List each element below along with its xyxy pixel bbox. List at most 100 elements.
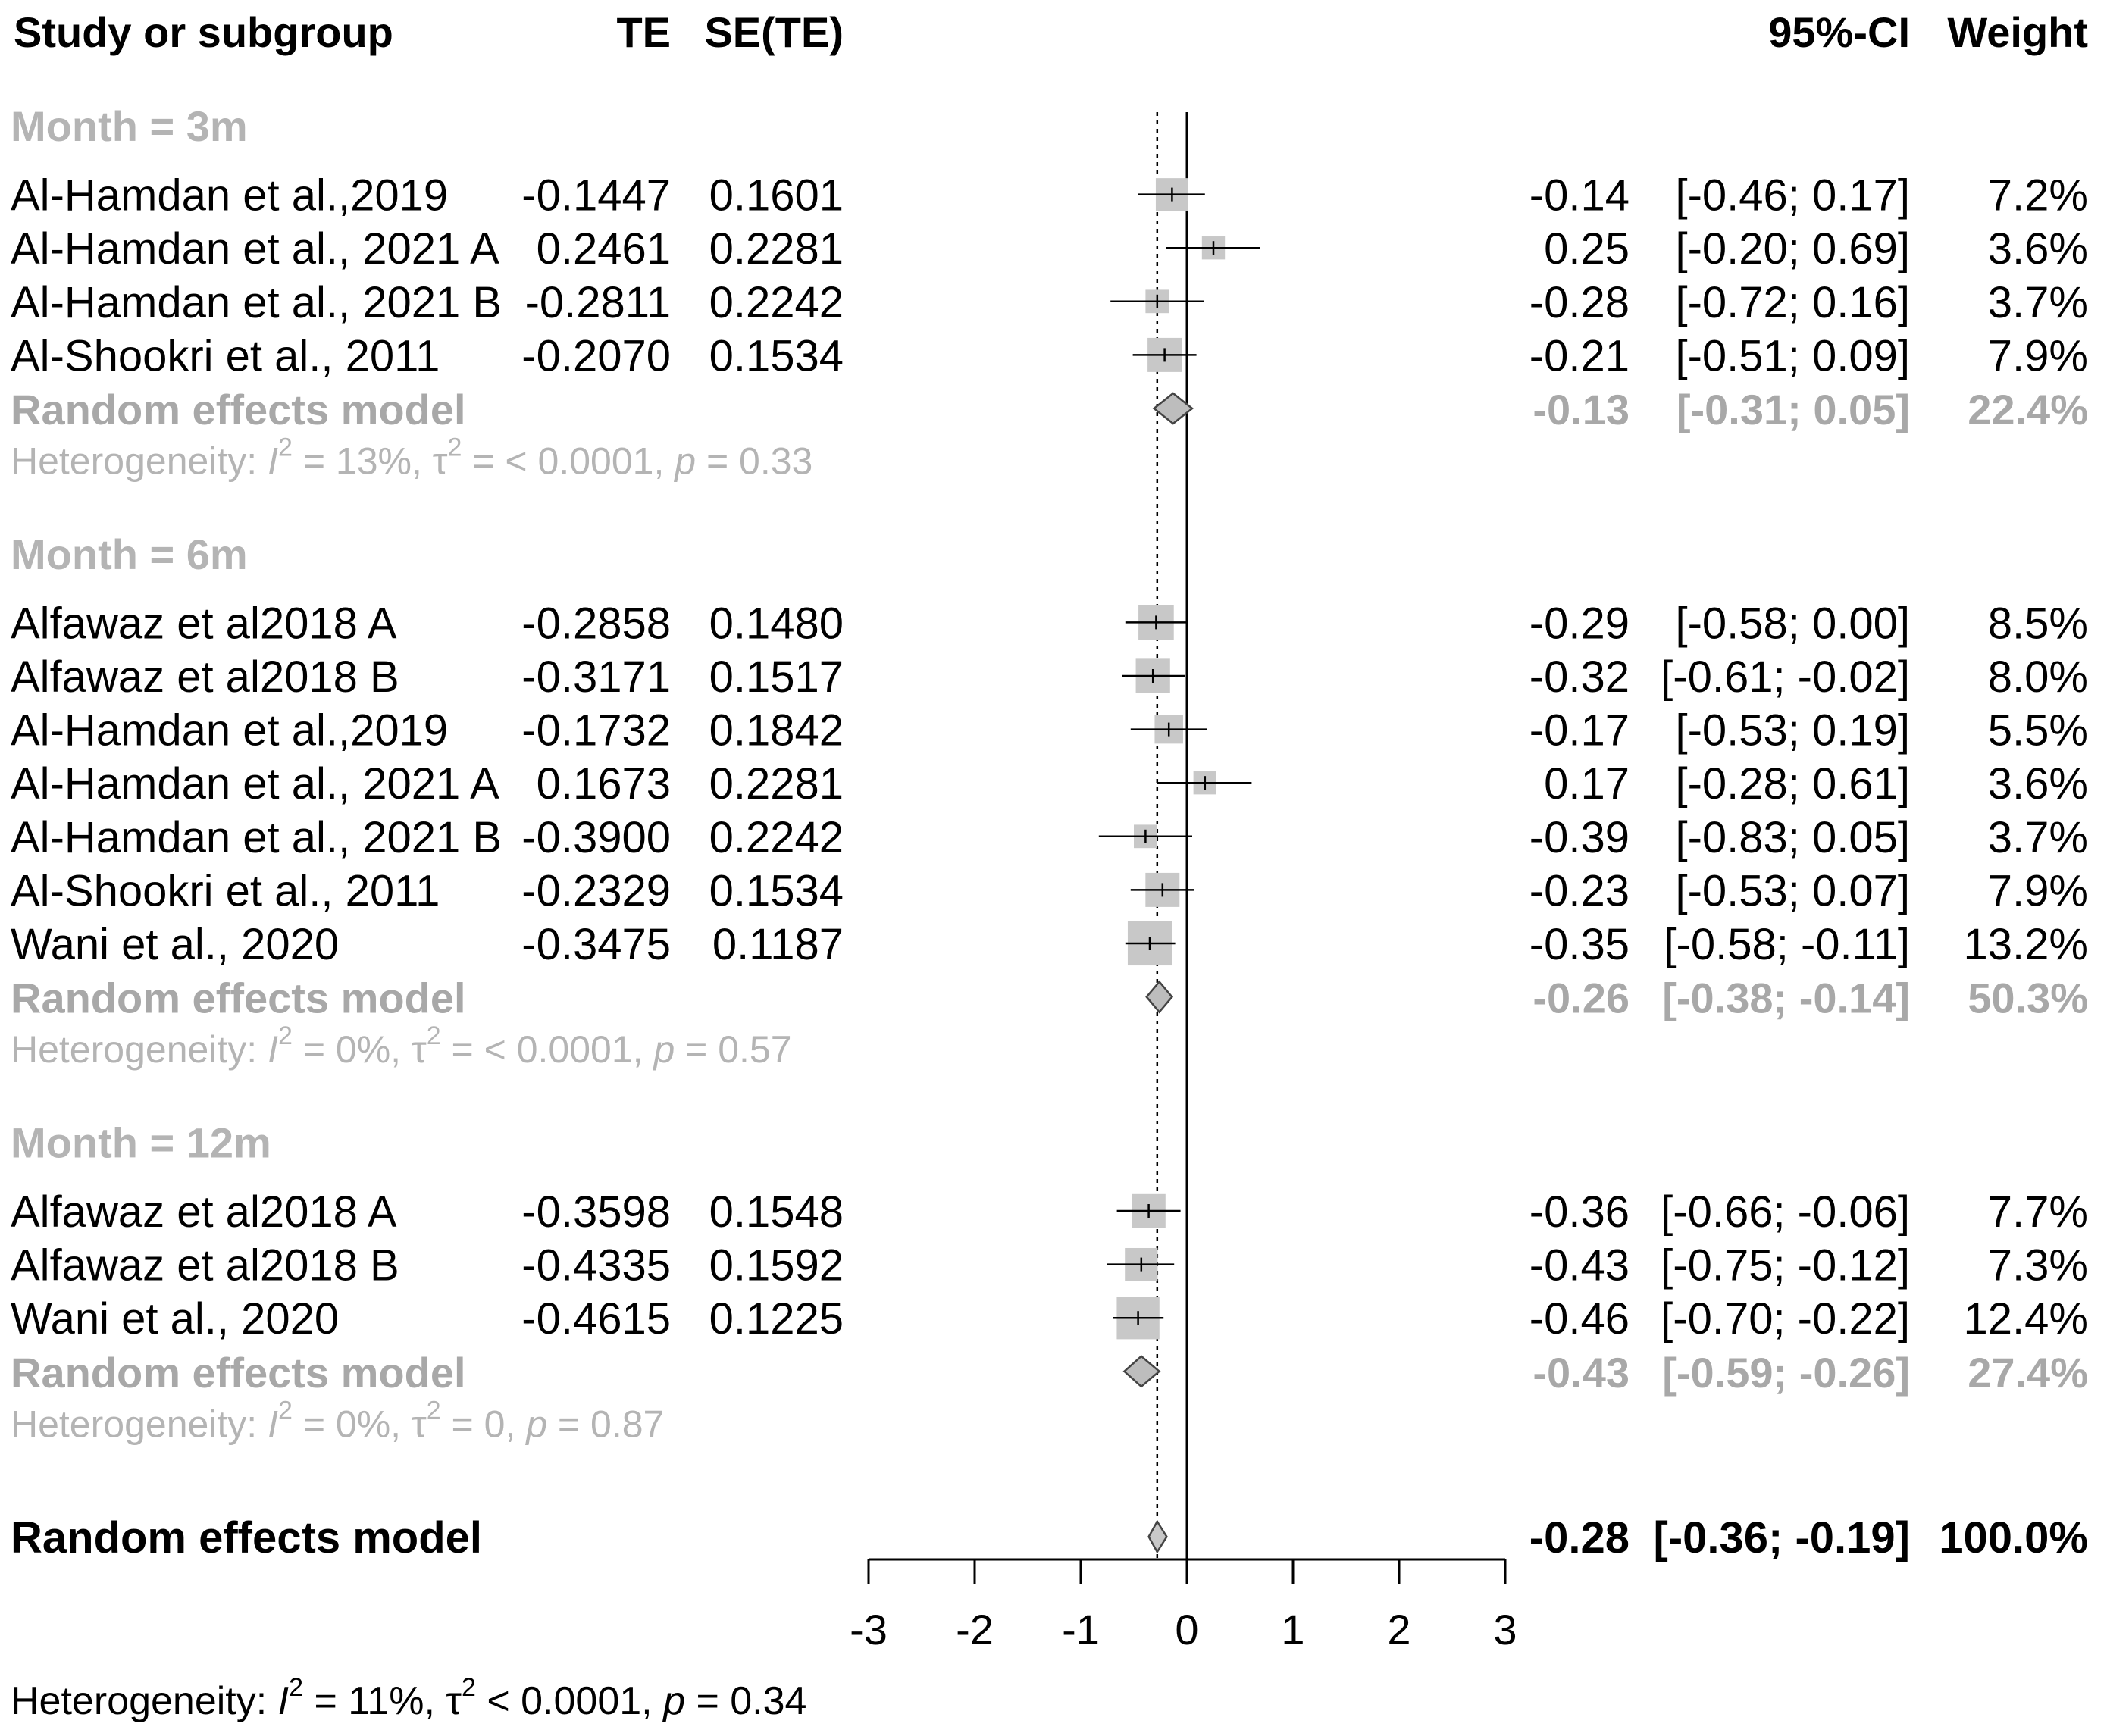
study-estimate: -0.23 [1529, 866, 1630, 915]
study-name: Al-Hamdan et al., 2021 A [11, 759, 499, 809]
heterogeneity-part: Heterogeneity: [11, 1403, 268, 1445]
heterogeneity-part: p [652, 1028, 675, 1071]
study-name: Al-Shookri et al., 2011 [11, 866, 440, 915]
study-name: Al-Hamdan et al., 2021 A [11, 224, 499, 274]
study-se: 0.2242 [709, 813, 844, 862]
study-name: Al-Hamdan et al., 2021 B [11, 813, 502, 862]
heterogeneity-part: I [268, 440, 278, 483]
study-name: Al-Shookri et al., 2011 [11, 331, 440, 380]
subgroup-pooled-weight: 22.4% [1968, 386, 2088, 433]
x-axis-tick-label: 3 [1493, 1606, 1517, 1653]
study-name: Alfawaz et al2018 B [11, 652, 399, 702]
study-weight: 3.6% [1988, 759, 2088, 809]
heterogeneity-part: 2 [427, 1021, 441, 1050]
study-te: -0.2858 [521, 599, 671, 648]
overall-pooled-ci: [-0.36; -0.19] [1654, 1513, 1910, 1562]
heterogeneity-part: τ [446, 1679, 462, 1723]
study-se: 0.1601 [709, 171, 844, 221]
study-estimate: -0.43 [1529, 1241, 1630, 1290]
study-te: 0.1673 [537, 759, 671, 809]
study-estimate: -0.28 [1529, 278, 1630, 327]
study-weight: 7.7% [1988, 1187, 2088, 1237]
study-se: 0.1592 [709, 1241, 844, 1290]
study-se: 0.2242 [709, 278, 844, 327]
header-te: TE [616, 8, 671, 56]
heterogeneity-part: 2 [278, 1396, 293, 1425]
heterogeneity-part: 2 [289, 1673, 303, 1702]
study-te: 0.2461 [537, 224, 671, 274]
study-ci: [-0.28; 0.61] [1675, 759, 1910, 809]
heterogeneity-part: 2 [427, 1396, 441, 1425]
study-te: -0.3900 [521, 813, 671, 862]
subgroup-heterogeneity: Heterogeneity: I2 = 13%, τ2 = < 0.0001, … [11, 433, 812, 483]
heterogeneity-part: 2 [278, 433, 293, 462]
study-te: -0.4335 [521, 1241, 671, 1290]
study-name: Alfawaz et al2018 A [11, 599, 397, 648]
study-weight: 7.9% [1988, 866, 2088, 915]
heterogeneity-part: p [673, 440, 696, 483]
study-te: -0.1732 [521, 706, 671, 755]
subgroup-pooled-label: Random effects model [11, 974, 466, 1022]
heterogeneity-part: = < 0.0001, [462, 440, 675, 483]
subgroup-pooled-weight: 27.4% [1968, 1349, 2088, 1397]
heterogeneity-part: I [278, 1679, 289, 1723]
study-ci: [-0.75; -0.12] [1661, 1241, 1910, 1290]
study-se: 0.1187 [712, 920, 844, 969]
study-name: Al-Hamdan et al.,2019 [11, 171, 448, 221]
study-estimate: -0.39 [1529, 813, 1630, 862]
subgroup-pooled-diamond [1145, 980, 1174, 1014]
study-estimate: 0.25 [1544, 224, 1630, 274]
subgroup-pooled-estimate: -0.13 [1533, 386, 1630, 433]
study-weight: 7.3% [1988, 1241, 2088, 1290]
study-weight: 8.0% [1988, 652, 2088, 702]
study-estimate: -0.29 [1529, 599, 1630, 648]
subgroup-pooled-diamond [1122, 1355, 1161, 1388]
heterogeneity-part: = 0.87 [547, 1403, 664, 1445]
heterogeneity-part: = 13%, [293, 440, 433, 483]
heterogeneity-part: p [524, 1403, 547, 1445]
heterogeneity-part: Heterogeneity: [11, 1028, 268, 1071]
study-estimate: -0.32 [1529, 652, 1630, 702]
study-estimate: -0.36 [1529, 1187, 1630, 1237]
subgroup-label: Month = 6m [11, 530, 248, 578]
overall-pooled-diamond [1147, 1519, 1168, 1554]
x-axis-tick-label: 1 [1281, 1606, 1304, 1653]
study-name: Alfawaz et al2018 B [11, 1241, 399, 1290]
subgroup-pooled-ci: [-0.59; -0.26] [1662, 1349, 1910, 1397]
subgroup-pooled-estimate: -0.43 [1533, 1349, 1630, 1397]
study-weight: 5.5% [1988, 706, 2088, 755]
study-ci: [-0.83; 0.05] [1675, 813, 1910, 862]
study-estimate: -0.21 [1529, 331, 1630, 380]
x-axis-tick-label: 0 [1175, 1606, 1198, 1653]
study-te: -0.3475 [521, 920, 671, 969]
study-weight: 3.7% [1988, 813, 2088, 862]
study-se: 0.1534 [709, 331, 844, 380]
study-ci: [-0.61; -0.02] [1661, 652, 1910, 702]
study-ci: [-0.58; 0.00] [1675, 599, 1910, 648]
study-ci: [-0.72; 0.16] [1675, 278, 1910, 327]
study-se: 0.2281 [709, 224, 844, 274]
overall-heterogeneity: Heterogeneity: I2 = 11%, τ2 < 0.0001, p … [11, 1673, 806, 1723]
study-se: 0.1225 [709, 1294, 844, 1343]
study-weight: 3.7% [1988, 278, 2088, 327]
heterogeneity-part: 2 [462, 1673, 476, 1702]
study-se: 0.2281 [709, 759, 844, 809]
study-estimate: -0.14 [1529, 171, 1630, 221]
study-se: 0.1480 [709, 599, 844, 648]
x-axis-tick-label: 2 [1387, 1606, 1410, 1653]
heterogeneity-part: = 0%, [293, 1028, 412, 1071]
heterogeneity-part: Heterogeneity: [11, 1679, 278, 1723]
heterogeneity-part: τ [433, 440, 448, 483]
study-ci: [-0.51; 0.09] [1675, 331, 1910, 380]
study-weight: 7.2% [1988, 171, 2088, 221]
x-axis-tick-label: -2 [956, 1606, 994, 1653]
heterogeneity-part: τ [412, 1028, 427, 1071]
study-se: 0.1548 [709, 1187, 844, 1237]
heterogeneity-part: = 11%, [303, 1679, 446, 1723]
subgroup-heterogeneity: Heterogeneity: I2 = 0%, τ2 = 0, p = 0.87 [11, 1396, 664, 1445]
header-se: SE(TE) [704, 8, 844, 56]
study-estimate: -0.46 [1529, 1294, 1630, 1343]
study-name: Al-Hamdan et al., 2021 B [11, 278, 502, 327]
heterogeneity-part: = 0.57 [675, 1028, 791, 1071]
study-se: 0.1842 [709, 706, 844, 755]
